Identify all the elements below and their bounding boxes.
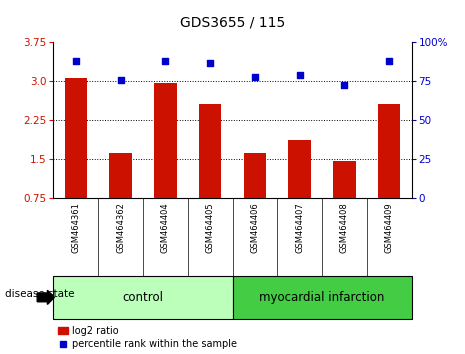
Text: GSM464404: GSM464404: [161, 202, 170, 253]
Bar: [333, 161, 356, 198]
Text: GSM464361: GSM464361: [71, 202, 80, 253]
Text: GSM464405: GSM464405: [206, 202, 215, 253]
Bar: [199, 104, 221, 198]
Bar: [154, 83, 177, 198]
Point: [72, 58, 80, 64]
Bar: [288, 140, 311, 198]
Bar: [232, 276, 412, 319]
Bar: [378, 104, 400, 198]
Text: control: control: [122, 291, 164, 304]
Bar: [53, 276, 232, 319]
Text: GSM464406: GSM464406: [250, 202, 259, 253]
Text: GSM464362: GSM464362: [116, 202, 125, 253]
Text: disease state: disease state: [5, 289, 74, 299]
Text: myocardial infarction: myocardial infarction: [259, 291, 385, 304]
Point: [206, 60, 214, 65]
Text: GSM464408: GSM464408: [340, 202, 349, 253]
Point: [385, 58, 393, 64]
Point: [162, 58, 169, 64]
Legend: log2 ratio, percentile rank within the sample: log2 ratio, percentile rank within the s…: [58, 326, 237, 349]
Bar: [65, 78, 87, 198]
Text: GSM464407: GSM464407: [295, 202, 304, 253]
Text: GSM464409: GSM464409: [385, 202, 394, 253]
Point: [117, 77, 124, 83]
Point: [341, 82, 348, 87]
Bar: [109, 153, 132, 198]
Point: [296, 72, 303, 78]
Point: [251, 74, 259, 80]
Bar: [244, 153, 266, 198]
Text: GDS3655 / 115: GDS3655 / 115: [180, 16, 285, 30]
